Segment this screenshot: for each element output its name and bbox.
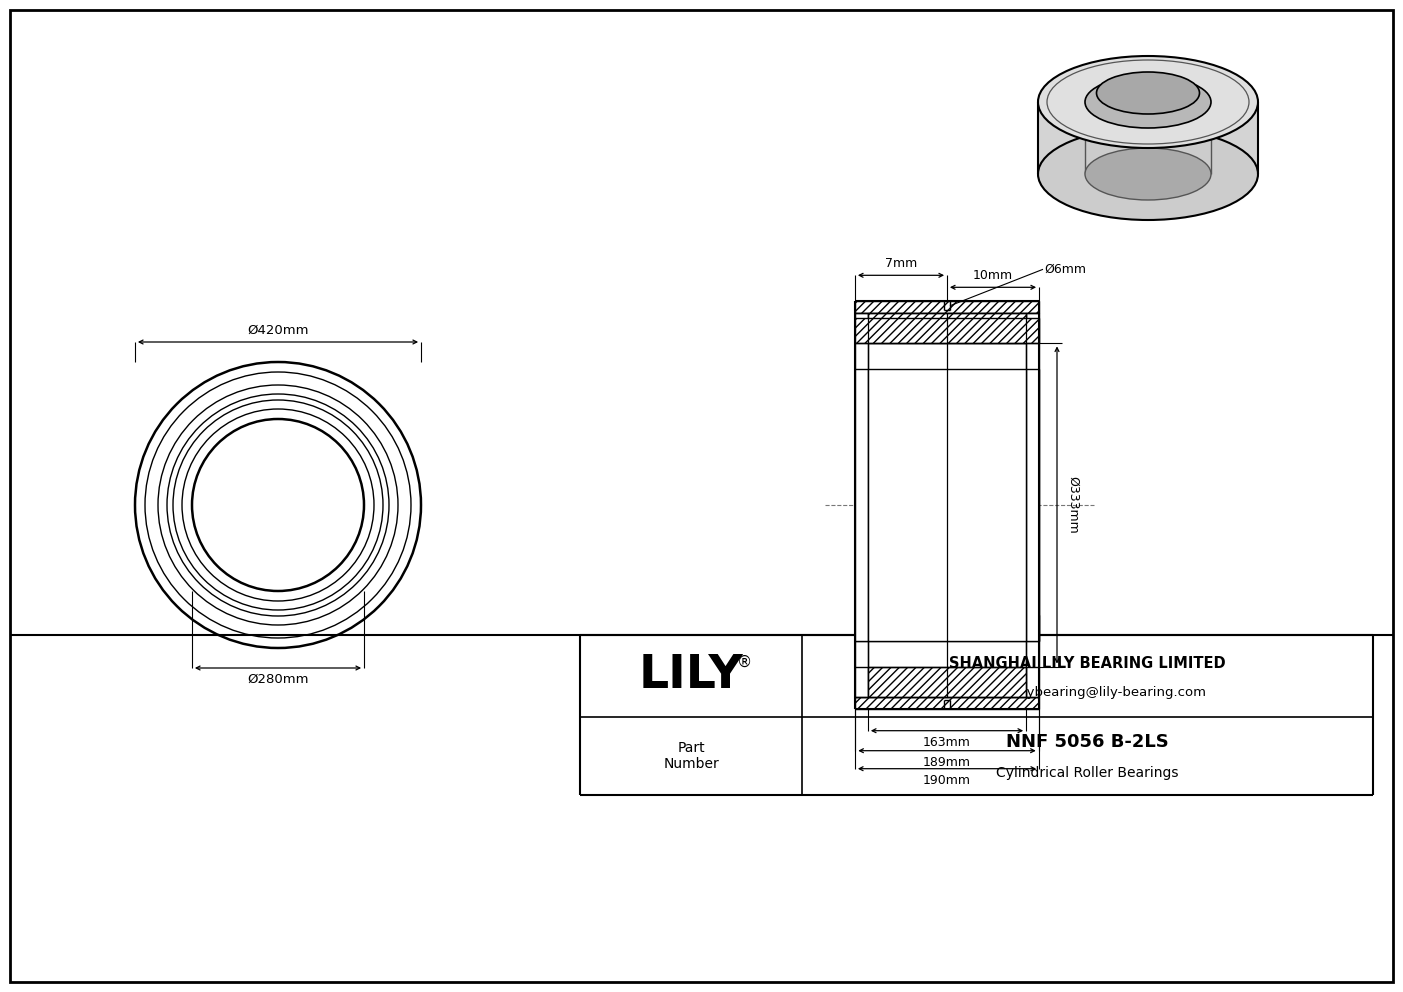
Bar xyxy=(1085,102,1211,174)
Circle shape xyxy=(192,419,363,591)
Circle shape xyxy=(135,362,421,648)
Bar xyxy=(868,313,1026,343)
Text: 190mm: 190mm xyxy=(923,774,971,787)
Bar xyxy=(868,667,1026,696)
Bar xyxy=(881,369,1013,641)
Text: Cylindrical Roller Bearings: Cylindrical Roller Bearings xyxy=(996,766,1179,780)
Text: LILY: LILY xyxy=(638,654,744,698)
Text: 189mm: 189mm xyxy=(923,756,971,769)
Text: ®: ® xyxy=(737,655,752,670)
Text: Ø6mm: Ø6mm xyxy=(1044,263,1086,276)
Text: SHANGHAI LILY BEARING LIMITED: SHANGHAI LILY BEARING LIMITED xyxy=(950,656,1226,672)
Text: Ø420mm: Ø420mm xyxy=(247,324,309,337)
Bar xyxy=(854,313,868,696)
Bar xyxy=(1026,369,1040,641)
Text: Ø333mm: Ø333mm xyxy=(1068,476,1080,534)
Text: 7mm: 7mm xyxy=(885,257,918,270)
Text: NNF 5056 B-2LS: NNF 5056 B-2LS xyxy=(1006,733,1169,751)
Ellipse shape xyxy=(1038,128,1258,220)
Bar xyxy=(1211,102,1258,174)
Text: Part
Number: Part Number xyxy=(664,741,718,771)
Ellipse shape xyxy=(1097,72,1200,114)
Text: Ø280mm: Ø280mm xyxy=(247,673,309,686)
Ellipse shape xyxy=(1085,76,1211,128)
Text: Email: lilybearing@lily-bearing.com: Email: lilybearing@lily-bearing.com xyxy=(969,685,1205,699)
Bar xyxy=(1026,313,1040,696)
Text: 10mm: 10mm xyxy=(972,269,1013,283)
Bar xyxy=(854,317,1040,343)
Ellipse shape xyxy=(1038,56,1258,148)
Bar xyxy=(854,302,1040,313)
Text: 163mm: 163mm xyxy=(923,736,971,749)
Bar xyxy=(868,369,1026,641)
Bar xyxy=(854,696,1040,708)
Bar xyxy=(1038,102,1085,174)
Bar xyxy=(854,615,1040,641)
Bar xyxy=(854,369,868,641)
Ellipse shape xyxy=(1085,148,1211,200)
